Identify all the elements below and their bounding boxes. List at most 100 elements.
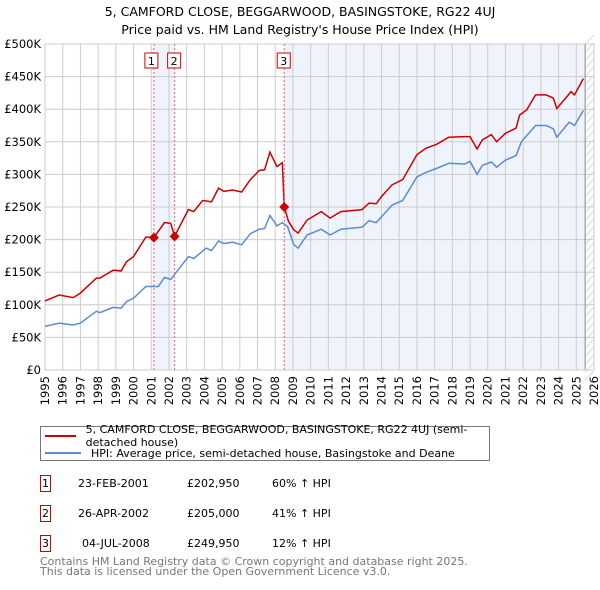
hatch-line <box>584 50 595 61</box>
sale-marker-box <box>276 52 291 69</box>
sale-marker-label: 3 <box>280 55 287 68</box>
hatch-line <box>584 210 595 221</box>
y-tick-label: £150K <box>4 265 41 279</box>
x-tick-label: 2000 <box>127 376 141 405</box>
sale-date: 23-FEB-2001 <box>78 477 149 490</box>
table-row: 1 23-FEB-2001 £202,950 60% ↑ HPI <box>40 475 440 493</box>
hatch-line <box>584 82 595 93</box>
x-tick-label: 2009 <box>286 376 300 405</box>
x-tick-label: 2012 <box>339 376 353 405</box>
sale-hpi-diff: 41% ↑ HPI <box>272 507 331 520</box>
hatch-line <box>584 98 595 109</box>
hatch-line <box>584 338 595 349</box>
x-tick-label: 2003 <box>180 376 194 405</box>
sale-price: £249,950 <box>187 537 240 550</box>
hatch-line <box>584 242 595 253</box>
y-tick-label: £100K <box>4 298 41 312</box>
price-chart: 5, CAMFORD CLOSE, BEGGARWOOD, BASINGSTOK… <box>4 4 600 405</box>
sale-hpi-diff: 12% ↑ HPI <box>272 537 331 550</box>
table-row: 3 04-JUL-2008 £249,950 12% ↑ HPI <box>40 535 440 553</box>
hatch-line <box>584 370 595 381</box>
hatch-line <box>584 322 595 333</box>
hatch-line <box>584 114 595 125</box>
hatch-line <box>584 226 595 237</box>
sale-number: 3 <box>40 535 51 552</box>
hatch-line <box>584 178 595 189</box>
hatch-line <box>584 170 595 181</box>
y-tick-label: £50K <box>12 330 42 344</box>
hatch-line <box>584 162 595 173</box>
hatch-line <box>584 130 595 141</box>
x-tick-label: 1996 <box>56 376 70 405</box>
x-tick-label: 1995 <box>38 376 52 405</box>
sale-point <box>169 231 180 242</box>
hatch-line <box>584 42 595 53</box>
x-tick-label: 2002 <box>162 376 176 405</box>
hatch-line <box>584 122 595 133</box>
y-tick-label: £250K <box>4 200 41 214</box>
sale-point <box>148 232 159 243</box>
legend-red-line-icon <box>45 435 76 437</box>
legend-item-price-paid: 5, CAMFORD CLOSE, BEGGARWOOD, BASINGSTOK… <box>45 423 489 449</box>
hatch-line <box>584 290 595 301</box>
footer-attribution: Contains HM Land Registry data © Crown c… <box>40 556 468 577</box>
sale-price: £205,000 <box>187 507 240 520</box>
hatch-line <box>584 146 595 157</box>
y-tick-label: £450K <box>4 70 41 84</box>
hatch-line <box>584 202 595 213</box>
y-tick-label: £0 <box>26 363 41 377</box>
hatch-line <box>584 298 595 309</box>
y-tick-label: £400K <box>4 102 41 116</box>
sale-price: £202,950 <box>187 477 240 490</box>
x-tick-label: 2001 <box>144 376 158 405</box>
hpi-series-line <box>44 110 585 328</box>
sale-point <box>279 202 290 213</box>
x-tick-label: 2007 <box>251 376 265 405</box>
hatch-line <box>584 106 595 117</box>
x-tick-label: 2011 <box>321 376 335 405</box>
sale-marker-box <box>144 52 159 69</box>
hatch-line <box>584 66 595 77</box>
x-tick-label: 2021 <box>498 376 512 405</box>
hatch-line <box>584 314 595 325</box>
y-tick-label: £350K <box>4 135 41 149</box>
y-tick-label: £200K <box>4 233 41 247</box>
x-tick-label: 2017 <box>428 376 442 405</box>
hatch-line <box>584 154 595 165</box>
hatch-line <box>584 346 595 357</box>
x-tick-label: 2026 <box>587 376 600 405</box>
hatch-line <box>584 354 595 365</box>
legend-item-hpi: HPI: Average price, semi-detached house,… <box>45 445 455 461</box>
x-tick-label: 2018 <box>445 376 459 405</box>
y-tick-label: £500K <box>4 37 41 51</box>
hatch-line <box>584 258 595 269</box>
x-tick-label: 2024 <box>552 376 566 405</box>
sale-marker-label: 1 <box>148 55 155 68</box>
hatch-line <box>584 186 595 197</box>
y-tick-label: £300K <box>4 167 41 181</box>
hatch-line <box>584 58 595 69</box>
sale-number: 2 <box>40 505 51 522</box>
hatch-line <box>584 282 595 293</box>
hatch-line <box>584 138 595 149</box>
hatch-line <box>584 34 595 45</box>
x-tick-label: 1997 <box>73 376 87 405</box>
table-row: 2 26-APR-2002 £205,000 41% ↑ HPI <box>40 505 440 523</box>
legend-blue-line-icon <box>45 452 81 454</box>
hatch-line <box>584 250 595 261</box>
hatch-line <box>584 330 595 341</box>
x-tick-label: 2006 <box>233 376 247 405</box>
legend-label: HPI: Average price, semi-detached house,… <box>91 446 455 460</box>
x-tick-label: 2014 <box>374 376 388 405</box>
x-tick-label: 2015 <box>392 376 406 405</box>
x-tick-label: 2019 <box>463 376 477 405</box>
sale-number: 1 <box>40 475 51 492</box>
sale-marker-label: 2 <box>171 55 178 68</box>
x-tick-label: 2025 <box>569 376 583 405</box>
x-tick-label: 2008 <box>268 376 282 405</box>
hatch-line <box>584 194 595 205</box>
chart-subtitle: Price paid vs. HM Land Registry's House … <box>121 22 478 37</box>
x-tick-label: 2023 <box>534 376 548 405</box>
x-tick-label: 2010 <box>304 376 318 405</box>
